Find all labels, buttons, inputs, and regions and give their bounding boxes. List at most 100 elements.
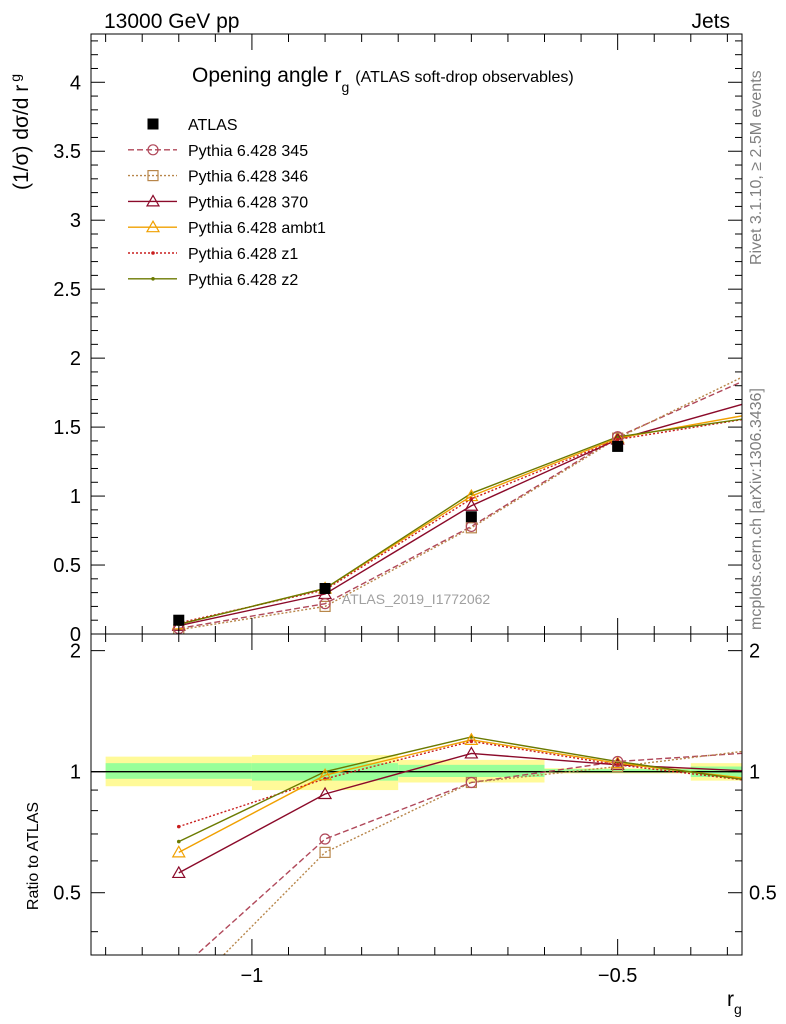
ratio-point	[319, 846, 331, 858]
ratio-point	[318, 786, 333, 800]
series-line	[178, 380, 742, 630]
series-2	[178, 376, 742, 631]
rivet-label: Rivet 3.1.10, ≥ 2.5M events	[748, 70, 765, 265]
series-5	[178, 418, 742, 624]
legend-item: Pythia 6.428 345	[128, 143, 308, 160]
legend-item: Pythia 6.428 346	[128, 169, 308, 186]
series-3	[178, 403, 742, 627]
ratio-y-tick-label: 2	[70, 641, 81, 663]
ratio-point	[319, 833, 331, 845]
data-point	[319, 582, 331, 594]
series-1	[178, 380, 742, 630]
series-line	[178, 376, 742, 631]
x-tick-label: −0.5	[598, 965, 637, 987]
legend-item: Pythia 6.428 z2	[128, 272, 298, 289]
legend-label: Pythia 6.428 370	[188, 194, 308, 211]
legend-marker	[147, 118, 159, 130]
ratio-point	[759, 747, 769, 757]
uncertainty-band-inner	[398, 764, 545, 777]
x-tick-label: −1	[241, 965, 264, 987]
y-tick-label: 1.5	[53, 417, 81, 439]
ratio-series-line	[178, 740, 742, 828]
ratio-series-line	[195, 752, 742, 955]
ratio-point	[171, 845, 186, 858]
legend-marker	[151, 277, 155, 281]
y-tick-label: 2.5	[53, 279, 81, 301]
main-panel: 0 0.5 1 1.5 2 2.5 3 3.5 4	[53, 33, 769, 646]
ratio-point	[612, 760, 624, 773]
ratio-y-tick-label: 0.5	[53, 883, 81, 905]
series-6	[178, 418, 742, 626]
ratio-y-tick-label-right: 2	[749, 641, 760, 663]
ratio-y-label: Ratio to ATLAS	[25, 802, 42, 910]
legend-marker	[147, 170, 159, 182]
ratio-point	[318, 767, 333, 781]
ratio-y-tick-label: 1	[70, 762, 81, 784]
legend-item: Pythia 6.428 ambt1	[128, 219, 326, 237]
analysis-watermark: ATLAS_2019_I1772062	[342, 591, 491, 607]
y-tick-label: 0	[70, 624, 81, 646]
ratio-panel: 0.5 0.5 1 1 2 2 −1 −0.5	[53, 633, 777, 1005]
data-point	[612, 440, 624, 452]
ratio-series-1	[222, 750, 742, 955]
y-tick-label: 2	[70, 348, 81, 370]
y-tick-label: 3.5	[53, 141, 81, 163]
data-point	[173, 614, 185, 626]
series-line	[178, 403, 742, 627]
legend-marker	[145, 194, 161, 207]
ratio-point	[464, 732, 479, 745]
ratio-frame	[90, 633, 743, 956]
ratio-y-tick-label-right: 0.5	[749, 883, 777, 905]
ratio-point	[469, 739, 474, 744]
legend-marker	[145, 219, 161, 233]
data-point	[759, 361, 769, 371]
series-line	[178, 418, 742, 626]
header-left-label: 13000 GeV pp	[104, 10, 239, 33]
ratio-point	[762, 781, 766, 785]
ratio-series-4	[178, 740, 742, 828]
ratio-point	[615, 763, 620, 767]
ratio-point	[176, 839, 181, 844]
ratio-point	[174, 995, 184, 1005]
x-axis-label: rg	[727, 988, 742, 1017]
ratio-series-line	[222, 750, 742, 955]
y-tick-label: 4	[70, 72, 81, 94]
legend-item: ATLAS	[147, 117, 238, 134]
legend-label: Pythia 6.428 346	[188, 169, 308, 186]
ratio-point	[612, 755, 624, 768]
ratio-point	[176, 824, 181, 829]
ratio-series-line	[178, 739, 742, 853]
legend-label: Pythia 6.428 z2	[188, 272, 298, 289]
ratio-series-5	[178, 736, 742, 843]
ratio-point	[174, 966, 184, 976]
data-point	[465, 511, 477, 523]
y-tick-label: 3	[70, 210, 81, 232]
ratio-series-line	[178, 752, 742, 874]
legend-item: Pythia 6.428 370	[128, 194, 308, 211]
ratio-y-tick-label-right: 1	[749, 762, 760, 784]
ratio-series-0	[195, 752, 742, 955]
legend-label: Pythia 6.428 ambt1	[188, 220, 326, 237]
uncertainty-band-inner	[544, 769, 691, 773]
mcplots-label: mcplots.cern.ch [arXiv:1306.3436]	[748, 388, 765, 630]
ratio-series-3	[178, 739, 742, 853]
data-point	[615, 437, 620, 442]
ratio-point	[464, 746, 479, 759]
series-line	[178, 418, 742, 624]
ratio-point	[171, 865, 186, 879]
ratio-point	[465, 776, 477, 789]
data-point	[319, 598, 331, 610]
header-right-label: Jets	[691, 10, 730, 33]
data-point	[319, 600, 331, 613]
ratio-series-line	[178, 736, 742, 843]
ratio-point	[762, 781, 766, 785]
y-tick-label: 0.5	[53, 555, 81, 577]
legend: ATLAS Pythia 6.428 345 Pythia 6.428 346 Pyt…	[128, 117, 326, 289]
data-point	[759, 367, 769, 377]
ratio-point	[759, 744, 769, 754]
legend-label: Pythia 6.428 z1	[188, 246, 298, 263]
data-point	[464, 498, 479, 511]
ratio-point	[610, 755, 625, 769]
legend-label: Pythia 6.428 345	[188, 143, 308, 160]
